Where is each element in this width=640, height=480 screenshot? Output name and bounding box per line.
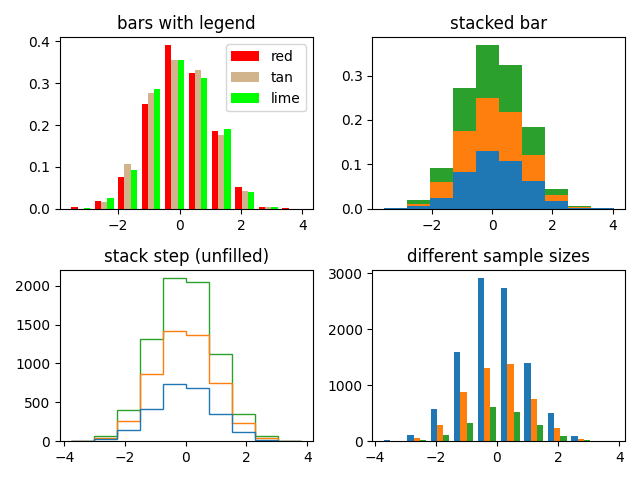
Bar bbox=[484, 368, 490, 441]
Bar bbox=[148, 93, 154, 209]
Bar bbox=[195, 70, 201, 209]
Bar bbox=[236, 187, 242, 209]
Bar bbox=[108, 198, 113, 209]
Bar bbox=[384, 208, 407, 209]
Bar bbox=[407, 206, 430, 209]
Title: bars with legend: bars with legend bbox=[117, 15, 255, 33]
Bar bbox=[189, 73, 195, 209]
Bar bbox=[95, 201, 101, 209]
Bar bbox=[501, 288, 508, 441]
Title: stack step (unfilled): stack step (unfilled) bbox=[104, 248, 269, 265]
Bar bbox=[568, 207, 591, 208]
Bar bbox=[572, 436, 577, 441]
Bar bbox=[568, 206, 591, 207]
Bar bbox=[452, 88, 476, 131]
Bar bbox=[476, 151, 499, 209]
Bar bbox=[242, 191, 248, 209]
Bar bbox=[259, 206, 265, 209]
Bar bbox=[452, 131, 476, 171]
Bar bbox=[444, 435, 449, 441]
Bar bbox=[522, 155, 545, 181]
Bar bbox=[177, 60, 184, 209]
Bar bbox=[522, 127, 545, 155]
Bar bbox=[413, 438, 420, 441]
Bar bbox=[212, 131, 218, 209]
Bar bbox=[165, 46, 172, 209]
Bar bbox=[454, 352, 460, 441]
Bar bbox=[225, 129, 230, 209]
Bar bbox=[490, 408, 497, 441]
Bar bbox=[577, 439, 584, 441]
Bar bbox=[522, 181, 545, 209]
Bar bbox=[172, 60, 177, 209]
Bar bbox=[84, 208, 90, 209]
Bar bbox=[584, 440, 590, 441]
Bar bbox=[430, 198, 452, 209]
Bar bbox=[548, 413, 554, 441]
Bar bbox=[476, 46, 499, 98]
Bar bbox=[101, 202, 108, 209]
Bar bbox=[537, 425, 543, 441]
Bar bbox=[460, 392, 467, 441]
Bar bbox=[545, 201, 568, 209]
Bar bbox=[248, 192, 254, 209]
Bar bbox=[218, 135, 225, 209]
Bar bbox=[467, 423, 473, 441]
Bar bbox=[476, 98, 499, 151]
Bar bbox=[545, 195, 568, 201]
Bar bbox=[524, 362, 531, 441]
Bar bbox=[545, 189, 568, 195]
Bar bbox=[508, 364, 513, 441]
Bar bbox=[430, 181, 452, 198]
Bar bbox=[201, 78, 207, 209]
Bar bbox=[407, 434, 413, 441]
Bar bbox=[141, 104, 148, 209]
Bar bbox=[430, 168, 452, 181]
Bar bbox=[407, 200, 430, 204]
Bar bbox=[561, 436, 566, 441]
Bar bbox=[452, 171, 476, 209]
Bar bbox=[499, 65, 522, 112]
Bar bbox=[154, 89, 161, 209]
Bar bbox=[282, 208, 289, 209]
Bar bbox=[499, 112, 522, 161]
Bar bbox=[554, 428, 561, 441]
Title: different sample sizes: different sample sizes bbox=[407, 248, 590, 265]
Bar bbox=[271, 206, 278, 209]
Bar bbox=[437, 425, 444, 441]
Bar bbox=[499, 161, 522, 209]
Bar bbox=[407, 204, 430, 206]
Bar bbox=[71, 206, 77, 209]
Bar bbox=[420, 440, 426, 441]
Legend: red, tan, lime: red, tan, lime bbox=[226, 44, 305, 111]
Bar bbox=[477, 278, 484, 441]
Title: stacked bar: stacked bar bbox=[450, 15, 547, 33]
Bar bbox=[131, 170, 137, 209]
Bar bbox=[265, 206, 271, 209]
Bar bbox=[118, 177, 124, 209]
Bar bbox=[531, 398, 537, 441]
Bar bbox=[431, 408, 437, 441]
Bar bbox=[124, 164, 131, 209]
Bar bbox=[513, 412, 520, 441]
Bar bbox=[568, 208, 591, 209]
